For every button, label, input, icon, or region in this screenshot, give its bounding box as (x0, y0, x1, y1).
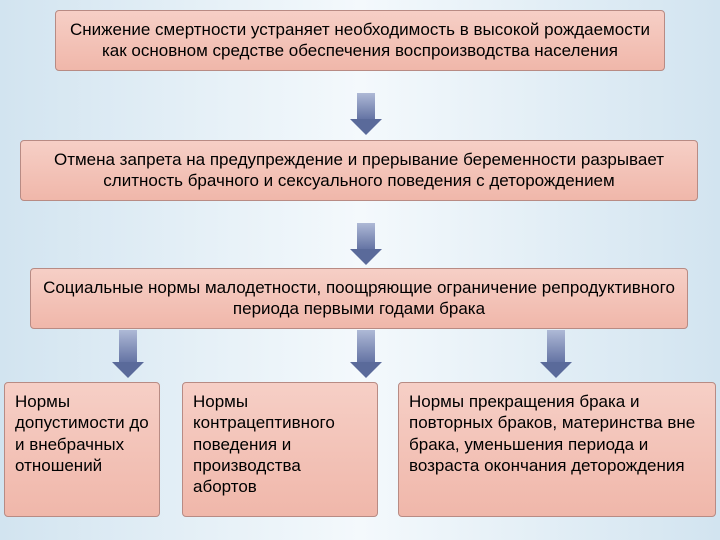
arrow-head-icon (350, 119, 382, 135)
box-norm-marriage-termination: Нормы прекращения брака и повторных брак… (398, 382, 716, 517)
box-norm-premarital: Нормы допустимости до и внебрачных отнош… (4, 382, 160, 517)
arrow-shaft (357, 93, 375, 119)
arrow-2-to-3 (350, 223, 382, 265)
box-text: Социальные нормы малодетности, поощряющи… (43, 278, 675, 318)
arrow-shaft (357, 223, 375, 249)
box-text: Нормы контрацептивного поведения и произ… (193, 392, 335, 496)
box-ban-lifting: Отмена запрета на предупреждение и преры… (20, 140, 698, 201)
arrow-head-icon (540, 362, 572, 378)
box-norm-contraception: Нормы контрацептивного поведения и произ… (182, 382, 378, 517)
arrow-3-to-4 (112, 330, 144, 378)
arrow-shaft (357, 330, 375, 362)
arrow-head-icon (112, 362, 144, 378)
box-mortality-reduction: Снижение смертности устраняет необходимо… (55, 10, 665, 71)
arrow-shaft (547, 330, 565, 362)
arrow-head-icon (350, 362, 382, 378)
arrow-3-to-5 (350, 330, 382, 378)
box-text: Снижение смертности устраняет необходимо… (70, 20, 650, 60)
box-text: Нормы прекращения брака и повторных брак… (409, 392, 695, 475)
arrow-shaft (119, 330, 137, 362)
box-text: Отмена запрета на предупреждение и преры… (54, 150, 664, 190)
box-social-norms: Социальные нормы малодетности, поощряющи… (30, 268, 688, 329)
box-text: Нормы допустимости до и внебрачных отнош… (15, 392, 149, 475)
arrow-head-icon (350, 249, 382, 265)
arrow-1-to-2 (350, 93, 382, 135)
arrow-3-to-6 (540, 330, 572, 378)
